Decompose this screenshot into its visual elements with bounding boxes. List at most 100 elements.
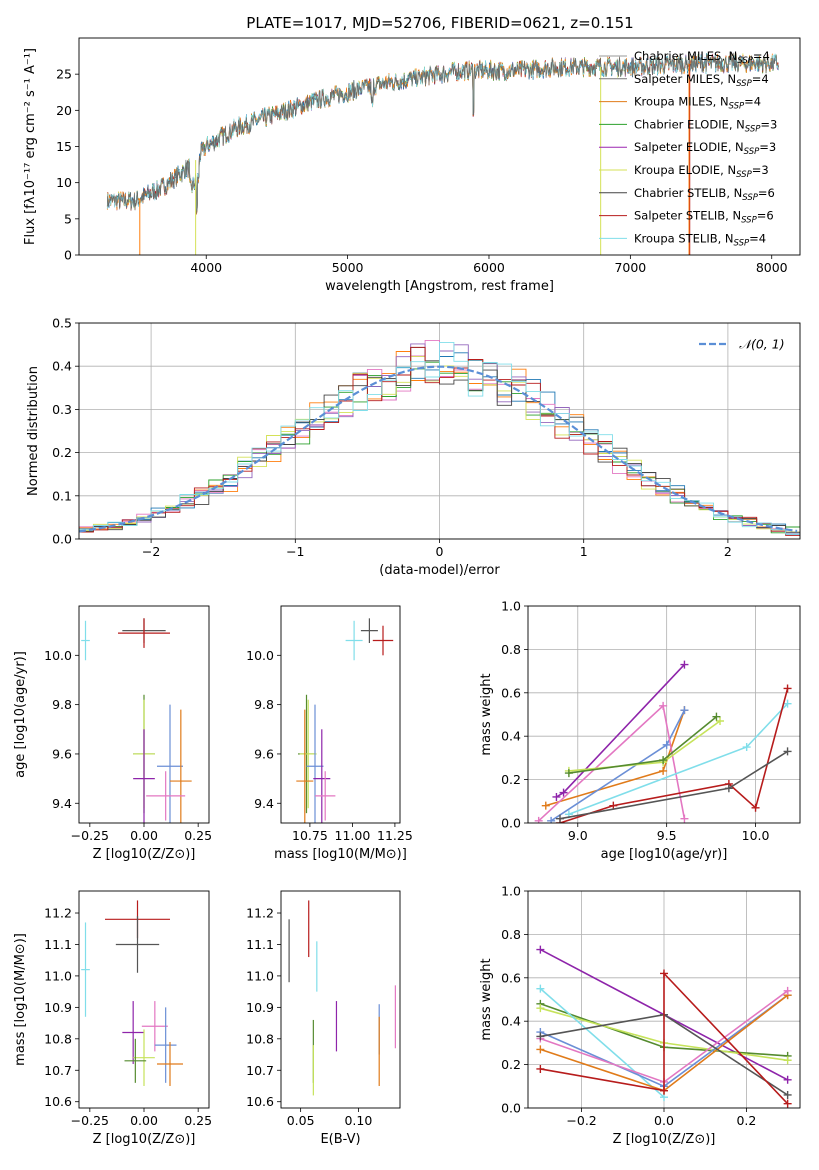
marker [556, 814, 564, 823]
mass-weight-vs-age-frame [527, 605, 801, 824]
x-axis-label: Z [log10(Z/Z⊙)] [93, 1132, 196, 1147]
errorbar-chabrier-stelib [115, 916, 160, 973]
y-tick-label: 10.7 [246, 1063, 274, 1078]
y-tick-label: 0.0 [501, 816, 521, 831]
x-axis-label: E(B-V) [320, 1132, 360, 1147]
spectrum-legend: Chabrier MILES, NSSP=4 Salpeter MILES, NS… [599, 49, 777, 248]
y-axis-label: Normed distribution [26, 366, 41, 496]
y-axis-label: age [log10(age/yr)] [13, 651, 28, 778]
histogram-kroupa-stelib [79, 341, 800, 535]
marker [536, 1032, 545, 1041]
y-tick-label: 0.5 [52, 316, 72, 331]
y-tick-label: 11.0 [246, 968, 274, 983]
marker [783, 1090, 792, 1099]
y-tick-label: 0.0 [501, 1101, 521, 1116]
y-tick-label: 0.6 [501, 970, 521, 985]
marker [712, 712, 721, 721]
errorbar-salpeter-miles [157, 1041, 183, 1086]
errorbar-chabrier-elodie [124, 1038, 147, 1083]
y-tick-label: 25 [56, 67, 72, 82]
marker [662, 740, 671, 749]
series-kroupa-miles [534, 701, 689, 823]
series-salpeter-stelib [536, 969, 792, 1108]
mass-vs-Z-frame [78, 890, 210, 1109]
marker [680, 660, 689, 669]
series-chabrier-miles [547, 706, 689, 823]
y-tick-label: 0.2 [501, 772, 521, 787]
series-kroupa-stelib [536, 984, 668, 1102]
marker [660, 1086, 668, 1095]
errorbar-kroupa-miles [315, 771, 336, 821]
legend-entry: Chabrier STELIB, NSSP=6 [634, 186, 775, 203]
x-tick-label: 9.0 [568, 828, 588, 843]
x-axis-label: (data-model)/error [379, 563, 500, 578]
errorbar-salpeter-elodie [313, 729, 331, 823]
spectrum-panel: 4000 5000 6000 7000 8000 0 5 10 15 20 25 wavelength… [23, 37, 801, 294]
series-kroupa-stelib [564, 699, 792, 819]
charts: 4000 5000 6000 7000 80000510152025wavelength… [13, 37, 801, 1147]
y-tick-label: 0.8 [501, 927, 521, 942]
errorbar-chabrier-miles [306, 704, 324, 823]
marker [659, 756, 668, 765]
errorbar-chabrier-stelib [360, 618, 378, 643]
age-vs-Z-frame [78, 605, 210, 824]
y-tick-label: 10 [56, 175, 72, 190]
marker [536, 1045, 545, 1054]
errorbar-kroupa-miles [141, 1001, 168, 1052]
marker [541, 801, 550, 810]
y-tick-label: 10.9 [44, 1000, 72, 1015]
y-tick-label: 0.0 [52, 532, 72, 547]
series-chabrier-stelib [556, 747, 792, 823]
x-tick-label: −0.25 [71, 828, 109, 843]
x-tick-label: 11.00 [335, 828, 371, 843]
y-tick-label: 9.8 [52, 697, 72, 712]
legend-entry: Salpeter ELODIE, NSSP=3 [634, 140, 776, 157]
x-axis-label: age [log10(age/yr)] [601, 847, 728, 862]
errorbar-chabrier-miles [154, 1007, 177, 1083]
figure-title: PLATE=1017, MJD=52706, FIBERID=0621, z=0… [246, 14, 633, 32]
x-tick-label: 0.10 [344, 1113, 372, 1128]
mass-vs-Z-panel: −0.25 0.00 0.25 10.6 10.7 10.8 10.9 11.0 11.1 11.… [13, 890, 212, 1147]
marker [680, 814, 689, 823]
y-axis-label: mass [log10(M/M⊙)] [13, 933, 28, 1066]
spectrum-plot-area [106, 52, 779, 255]
x-tick-label: 0.2 [736, 1113, 756, 1128]
age-vs-mass-plot-area [296, 618, 394, 823]
y-tick-label: 10.8 [246, 1031, 274, 1046]
x-tick-label: 0.00 [130, 828, 158, 843]
errorbar-kroupa-stelib [345, 620, 363, 661]
y-tick-label: 0.4 [501, 729, 521, 744]
x-tick-label: 2 [724, 544, 732, 559]
marker [547, 816, 556, 823]
marker [783, 1056, 792, 1065]
errorbar-salpeter-elodie [122, 1001, 144, 1064]
x-tick-label: −0.2 [566, 1113, 596, 1128]
residuals-frame [78, 322, 801, 540]
y-tick-label: 0.2 [52, 445, 72, 460]
x-tick-label: 0.0 [654, 1113, 674, 1128]
marker [564, 769, 573, 778]
x-tick-label: −1 [286, 544, 304, 559]
y-tick-label: 10.6 [44, 1094, 72, 1109]
y-tick-label: 15 [56, 139, 72, 154]
y-tick-label: 0.3 [52, 402, 72, 417]
mass-weight-vs-age-panel: 9.0 9.5 10.0 0.0 0.2 0.4 0.6 0.8 1.0 age [log10(a… [479, 599, 801, 862]
errorbar-kroupa-miles [146, 771, 186, 821]
y-tick-label: 10.0 [246, 648, 274, 663]
y-tick-label: 9.4 [254, 796, 274, 811]
legend-entry: Chabrier MILES, NSSP=4 [634, 49, 770, 66]
y-tick-label: 11.1 [246, 937, 274, 952]
y-tick-label: 10.7 [44, 1063, 72, 1078]
y-tick-label: 9.6 [254, 746, 274, 761]
histogram-salpeter-stelib [79, 346, 800, 536]
legend-entry: Salpeter MILES, NSSP=4 [634, 72, 769, 89]
marker [783, 986, 792, 995]
errorbar-salpeter-miles [170, 709, 192, 823]
marker [536, 1064, 545, 1073]
mass-weight-vs-Z-plot-area [528, 891, 800, 1108]
spectrum-frame [78, 37, 801, 256]
y-tick-label: 0 [64, 248, 72, 263]
marker [783, 699, 792, 708]
x-tick-label: 11.25 [377, 828, 413, 843]
